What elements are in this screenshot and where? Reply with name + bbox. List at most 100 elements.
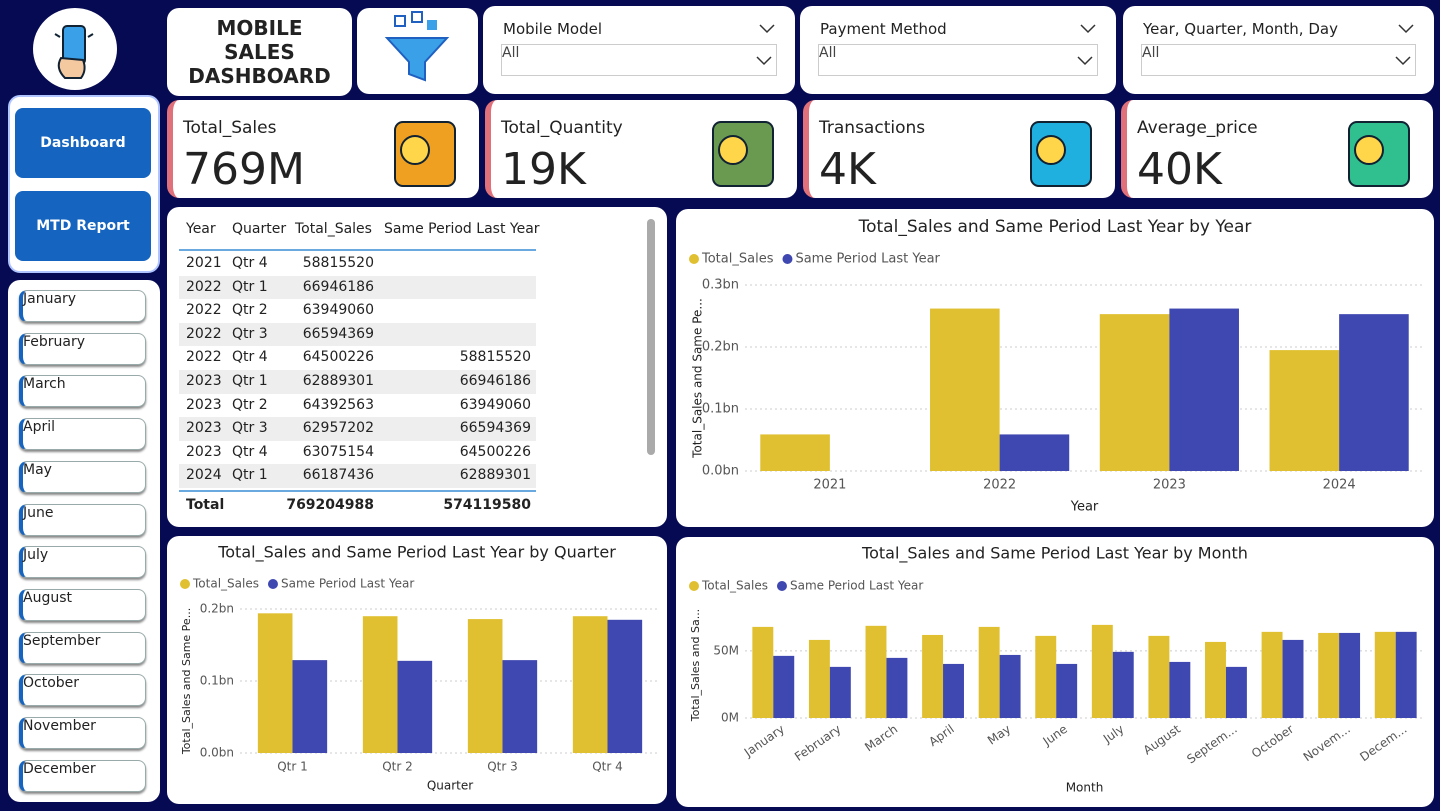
- legend-marker: [180, 579, 190, 589]
- kpi-icon: [712, 121, 774, 187]
- total-cell: Total: [186, 497, 225, 513]
- bar: [808, 639, 830, 718]
- month-button[interactable]: September: [19, 631, 146, 664]
- chevron: [1077, 56, 1093, 66]
- month-button[interactable]: July: [19, 546, 146, 579]
- x-tick-label: June: [1040, 722, 1070, 749]
- x-tick-label: May: [985, 722, 1013, 748]
- table-cell: 63075154: [302, 443, 374, 460]
- kpi-label: Average_price: [1137, 118, 1258, 138]
- bar: [1318, 632, 1340, 718]
- legend-marker: [776, 581, 787, 591]
- chevron-line: [756, 56, 772, 66]
- table-cell: Qtr 4: [232, 349, 268, 366]
- table-cell: 62889301: [302, 373, 374, 389]
- month-button[interactable]: November: [19, 717, 146, 749]
- chart-panel: Total_Sales and Same Period Last Year by…: [676, 209, 1434, 527]
- slicer[interactable]: Year, Quarter, Month, Day All: [1123, 6, 1434, 94]
- bar: [943, 663, 964, 718]
- chevron: [1395, 56, 1411, 66]
- month-button[interactable]: April: [19, 418, 146, 451]
- table-cell: 66187436: [302, 467, 374, 484]
- slicer[interactable]: Mobile Model All: [483, 6, 795, 94]
- kpi-label: Transactions: [819, 118, 926, 138]
- table-cell: 64500226: [459, 443, 531, 460]
- total-rule: [179, 490, 536, 492]
- y-tick-label: 0M: [721, 711, 739, 725]
- y-axis-title: Total_Sales and Same Pe...: [691, 298, 705, 459]
- column-header: Year: [186, 221, 216, 237]
- kpi-icon: [1348, 121, 1410, 187]
- month-button[interactable]: February: [19, 332, 146, 365]
- month-button[interactable]: June: [19, 503, 146, 536]
- bar: [773, 655, 795, 718]
- scrollbar[interactable]: [647, 219, 655, 455]
- table-cell: 2022: [186, 325, 222, 342]
- bar: [930, 308, 1000, 471]
- x-tick-label: 2023: [1153, 478, 1186, 493]
- kpi-card: Total_Sales 769M: [167, 100, 479, 198]
- slicer-value: All: [819, 45, 837, 61]
- legend-label: Total_Sales: [701, 579, 768, 593]
- month-label: May: [23, 461, 52, 478]
- legend-label: Same Period Last Year: [795, 252, 940, 267]
- table-cell: 62957202: [302, 420, 374, 437]
- month-label: February: [23, 333, 86, 350]
- table-cell: 63949060: [302, 302, 374, 319]
- y-tick-label: 0.1bn: [702, 402, 739, 417]
- bar: [1099, 314, 1170, 471]
- month-button[interactable]: May: [19, 460, 146, 493]
- month-button[interactable]: October: [19, 674, 146, 707]
- legend-label: Total_Sales: [192, 577, 259, 591]
- month-label: June: [23, 504, 54, 521]
- slicer-dropdown[interactable]: All: [818, 44, 1098, 76]
- slicer-dropdown[interactable]: All: [1141, 44, 1416, 76]
- y-tick-label: 0.2bn: [200, 602, 234, 616]
- month-label: April: [23, 419, 55, 436]
- nav-button[interactable]: Dashboard: [15, 108, 151, 178]
- column-header: Same Period Last Year: [384, 221, 540, 237]
- kpi-icon: [394, 121, 456, 187]
- logo-icon: [54, 25, 94, 79]
- table-cell: 66946186: [302, 278, 374, 295]
- row-stripe: [179, 275, 536, 300]
- chart: Total_Sales and Same Period Last Year by…: [180, 543, 660, 793]
- x-tick-label: Decem...: [1357, 722, 1409, 764]
- month-button[interactable]: August: [19, 588, 146, 621]
- nav-button[interactable]: MTD Report: [15, 191, 151, 261]
- bar: [1339, 632, 1361, 718]
- chart-title: Total_Sales and Same Period Last Year by…: [217, 543, 616, 563]
- month-button[interactable]: December: [19, 759, 146, 792]
- x-tick-label: January: [741, 722, 787, 760]
- row-stripe: [179, 417, 536, 441]
- y-axis-title: Total_Sales and Same Pe...: [180, 608, 193, 755]
- month-button[interactable]: January: [19, 290, 146, 322]
- chart: Total_Sales and Same Period Last Year by…: [689, 544, 1424, 795]
- month-label: March: [23, 376, 66, 393]
- table-cell: Qtr 4: [232, 443, 268, 460]
- slicer[interactable]: Payment Method All: [800, 6, 1116, 94]
- icon-shape: [718, 135, 748, 165]
- table-cell: 2022: [186, 302, 222, 319]
- x-axis-title: Month: [1066, 781, 1104, 795]
- x-tick-label: Novem...: [1301, 722, 1353, 764]
- month-label: December: [23, 760, 96, 777]
- bar: [467, 619, 503, 753]
- legend-label: Same Period Last Year: [790, 579, 923, 593]
- dashboard-title: MOBILE SALES DASHBOARD: [167, 8, 352, 96]
- chevron: [759, 24, 775, 34]
- slicer-dropdown[interactable]: All: [501, 44, 777, 76]
- header-rule: [179, 249, 536, 251]
- bar: [999, 434, 1070, 471]
- x-tick-label: Qtr 1: [277, 760, 308, 774]
- month-button[interactable]: March: [19, 375, 146, 408]
- chart-panel: Total_Sales and Same Period Last Year by…: [676, 537, 1434, 807]
- slicer-label: Mobile Model: [503, 20, 603, 38]
- y-tick-label: 0.2bn: [702, 340, 739, 355]
- table-cell: 64392563: [302, 396, 374, 413]
- kpi-label: Total_Quantity: [501, 118, 623, 138]
- chevron: [756, 56, 772, 66]
- table-cell: Qtr 2: [232, 396, 268, 413]
- bar: [1148, 635, 1170, 718]
- bar: [999, 654, 1021, 718]
